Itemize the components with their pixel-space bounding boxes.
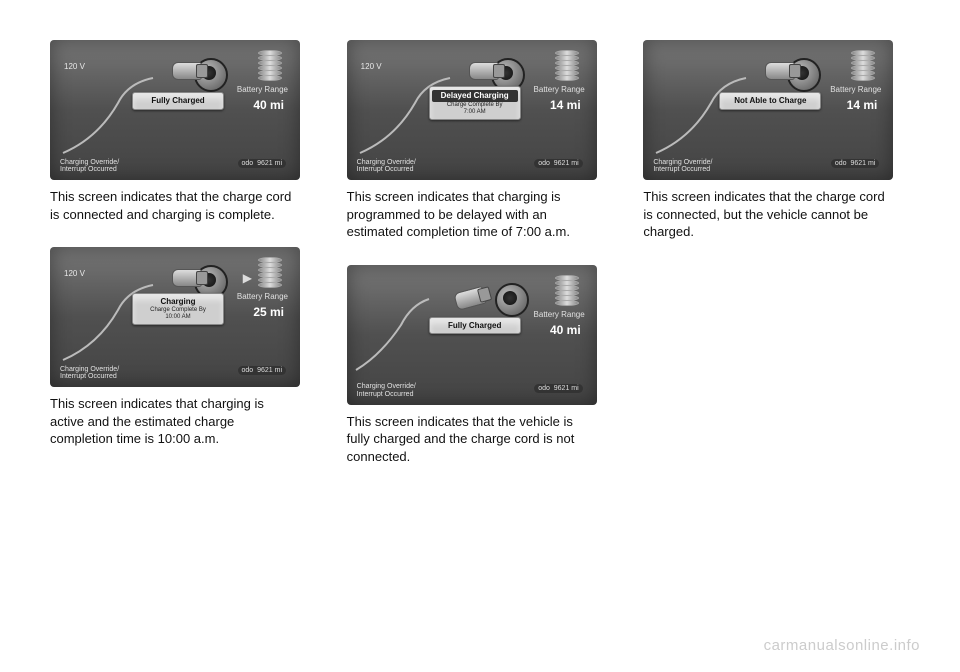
caption: This screen indicates that the vehicle i… (347, 413, 597, 466)
status-title: Charging (135, 297, 221, 307)
override-text: Charging Override/ Interrupt Occurred (357, 159, 416, 174)
voltage-label: 120 V (64, 62, 85, 71)
odo-readout: odo 9621 mi (238, 159, 286, 168)
override-l1: Charging Override/ (357, 383, 416, 390)
coil-icon (555, 275, 577, 307)
override-l1: Charging Override/ (60, 159, 119, 166)
override-l2: Interrupt Occurred (357, 166, 414, 173)
caption: This screen indicates that charging is a… (50, 395, 300, 448)
odo-label: odo (538, 385, 550, 392)
override-text: Charging Override/ Interrupt Occurred (60, 366, 119, 381)
odo-value: 9621 mi (257, 160, 282, 167)
odo-readout: odo 9621 mi (238, 366, 286, 375)
status-box: Delayed Charging Charge Complete By 7:00… (429, 86, 521, 120)
caption: This screen indicates that the charge co… (50, 188, 300, 223)
status-box: Fully Charged (429, 317, 521, 335)
odo-label: odo (242, 367, 254, 374)
odo-readout: odo 9621 mi (534, 159, 582, 168)
odo-readout: odo 9621 mi (831, 159, 879, 168)
odo-label: odo (538, 160, 550, 167)
odo-label: odo (835, 160, 847, 167)
coil-icon (851, 50, 873, 82)
odo-value: 9621 mi (554, 160, 579, 167)
status-title: Fully Charged (135, 96, 221, 106)
screen-fully-charged-unplugged: Battery Range 40 mi Fully Charged Chargi… (347, 265, 597, 405)
override-l1: Charging Override/ (357, 159, 416, 166)
battery-range-label: Battery Range (237, 293, 288, 302)
status-title: Delayed Charging (432, 90, 518, 102)
battery-range-label: Battery Range (237, 86, 288, 95)
column-2: 120 V Battery Range 14 mi Delayed Chargi… (347, 40, 614, 632)
override-l1: Charging Override/ (653, 159, 712, 166)
odo-readout: odo 9621 mi (534, 384, 582, 393)
override-l2: Interrupt Occurred (60, 166, 117, 173)
watermark: carmanualsonline.info (764, 637, 920, 654)
battery-range-value: 25 mi (253, 305, 284, 319)
voltage-label: 120 V (361, 62, 382, 71)
battery-range-value: 14 mi (550, 98, 581, 112)
screen-not-able-to-charge: Battery Range 14 mi Not Able to Charge C… (643, 40, 893, 180)
override-text: Charging Override/ Interrupt Occurred (653, 159, 712, 174)
battery-range-label: Battery Range (830, 86, 881, 95)
status-sub1: Charge Complete By (135, 307, 221, 314)
status-box: Charging Charge Complete By 10:00 AM (132, 293, 224, 325)
status-title: Fully Charged (432, 321, 518, 331)
override-text: Charging Override/ Interrupt Occurred (60, 159, 119, 174)
column-1: 120 V Battery Range 40 mi Fully Charged (50, 40, 317, 632)
screen-delayed-charging: 120 V Battery Range 14 mi Delayed Chargi… (347, 40, 597, 180)
battery-range-value: 40 mi (550, 323, 581, 337)
battery-range-value: 40 mi (253, 98, 284, 112)
coil-icon (258, 257, 280, 289)
voltage-label: 120 V (64, 269, 85, 278)
caption: This screen indicates that charging is p… (347, 188, 597, 241)
status-box: Not Able to Charge (719, 92, 821, 110)
odo-value: 9621 mi (554, 385, 579, 392)
status-sub1: Charge Complete By (432, 102, 518, 109)
coil-icon (555, 50, 577, 82)
status-sub2: 7:00 AM (432, 109, 518, 116)
battery-range-label: Battery Range (534, 311, 585, 320)
odo-value: 9621 mi (850, 160, 875, 167)
screen-fully-charged-plugged: 120 V Battery Range 40 mi Fully Charged (50, 40, 300, 180)
screen-charging-active: 120 V ▶ Battery Range 25 mi Charging Cha… (50, 247, 300, 387)
override-l2: Interrupt Occurred (357, 391, 414, 398)
override-text: Charging Override/ Interrupt Occurred (357, 383, 416, 398)
battery-range-value: 14 mi (847, 98, 878, 112)
columns: 120 V Battery Range 40 mi Fully Charged (50, 40, 910, 632)
override-l2: Interrupt Occurred (653, 166, 710, 173)
odo-label: odo (242, 160, 254, 167)
status-box: Fully Charged (132, 92, 224, 110)
manual-page: 120 V Battery Range 40 mi Fully Charged (0, 0, 960, 672)
override-l1: Charging Override/ (60, 366, 119, 373)
battery-range-label: Battery Range (534, 86, 585, 95)
arrow-icon: ▶ (243, 271, 252, 285)
odo-value: 9621 mi (257, 367, 282, 374)
caption: This screen indicates that the charge co… (643, 188, 893, 241)
status-sub2: 10:00 AM (135, 314, 221, 321)
column-3: Battery Range 14 mi Not Able to Charge C… (643, 40, 910, 632)
override-l2: Interrupt Occurred (60, 373, 117, 380)
coil-icon (258, 50, 280, 82)
status-title: Not Able to Charge (722, 96, 818, 106)
